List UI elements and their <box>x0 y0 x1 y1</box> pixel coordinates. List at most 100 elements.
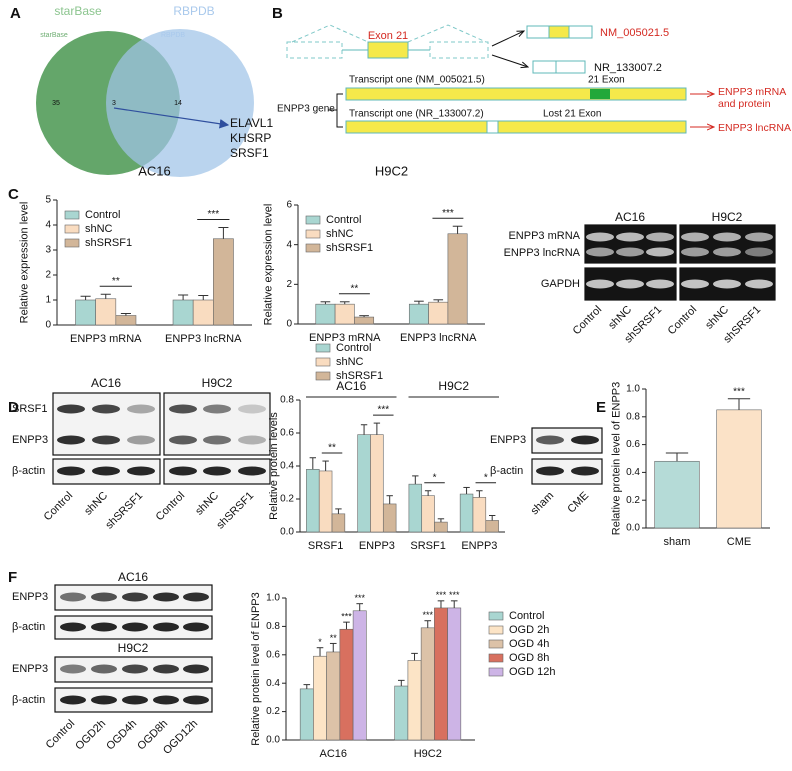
bar <box>408 483 423 533</box>
bar <box>394 685 409 741</box>
blot-band <box>60 622 86 632</box>
y-axis-label-box: Relative protein level of ENPP3 <box>250 592 262 746</box>
y-axis-label-box: Relative protein level of ENPP3 <box>610 381 622 536</box>
legend-label: Control <box>509 610 544 622</box>
y-tick-label: 0.0 <box>626 523 640 534</box>
y-tick-label: 0.0 <box>266 735 280 746</box>
bar <box>339 628 354 741</box>
significance: ** <box>112 276 120 287</box>
blot-band <box>203 466 231 476</box>
blot-band <box>646 247 674 257</box>
blot-band <box>713 279 741 289</box>
bar <box>331 513 346 533</box>
gel-row-label: ENPP3 lncRNA <box>504 247 581 259</box>
x-tick-label: H9C2 <box>414 748 442 760</box>
bar <box>306 468 320 533</box>
legend-label: shNC <box>85 223 113 235</box>
y-tick-label: 6 <box>286 200 292 211</box>
significance: *** <box>449 590 460 600</box>
significance: *** <box>377 405 389 416</box>
legend-label: shNC <box>326 228 354 240</box>
exon-21 <box>367 41 409 59</box>
exon-box <box>286 41 343 59</box>
blot-group: AC16 <box>91 376 121 390</box>
lane-label: shNC <box>606 304 634 332</box>
gel-group: AC16 <box>615 210 645 224</box>
lane-label: sham <box>529 490 557 518</box>
bar <box>318 470 333 533</box>
isoform-label: NR_133007.2 <box>594 62 662 74</box>
y-tick-label: 0.2 <box>280 494 294 505</box>
x-tick-label: AC16 <box>319 748 347 760</box>
venn-circle <box>106 29 254 177</box>
blot-band <box>183 695 209 705</box>
blot-band <box>57 466 85 476</box>
bar <box>370 434 384 533</box>
legend-label: Control <box>326 214 361 226</box>
blot-band <box>238 466 266 476</box>
blot-band <box>57 404 85 414</box>
legend-swatch <box>488 653 504 663</box>
x-tick-label: SRSF1 <box>410 540 445 552</box>
blot-band <box>238 435 266 445</box>
blot-group: H9C2 <box>202 376 233 390</box>
y-axis-label: Relative expression level <box>262 203 274 326</box>
blot-band <box>203 435 231 445</box>
lane-label: OGD2h <box>73 718 108 753</box>
blot-band <box>681 247 709 257</box>
bar <box>408 303 429 325</box>
product-box: ENPP3 mRNA and protein <box>718 86 786 110</box>
blot-row-label: SRSF1 <box>12 403 47 415</box>
significance: *** <box>733 386 745 397</box>
bar <box>472 497 487 533</box>
gene-bracket <box>336 93 343 128</box>
blot-band <box>92 466 120 476</box>
y-tick-label: 0.0 <box>280 527 294 538</box>
gel-row-label: GAPDH <box>541 278 580 290</box>
blot-frame <box>679 224 776 264</box>
lane-label: shNC <box>193 490 221 518</box>
blot-band <box>536 466 564 476</box>
y-tick-label: 0.4 <box>626 467 640 478</box>
x-tick-label: ENPP3 lncRNA <box>165 333 242 345</box>
blot-band <box>60 695 86 705</box>
x-tick-label: ENPP3 <box>359 540 395 552</box>
blot-frame <box>52 392 161 456</box>
legend-label: OGD 12h <box>509 666 555 678</box>
legend-label: OGD 2h <box>509 624 549 636</box>
blot-band <box>646 232 674 242</box>
arrow <box>113 107 230 129</box>
panel-label: B <box>272 5 283 22</box>
y-tick-label: 4 <box>45 220 51 231</box>
venn-count: 3 <box>112 100 116 107</box>
blot-band <box>60 592 86 602</box>
y-axis-label: Relative protein level of ENPP3 <box>250 592 262 746</box>
blot-band <box>92 435 120 445</box>
y-tick-label: 3 <box>45 245 51 256</box>
lane-label: Control <box>44 718 78 752</box>
legend-swatch <box>488 625 504 635</box>
y-tick-label: 0 <box>45 320 51 331</box>
product-label: ENPP3 mRNA and protein <box>718 86 786 110</box>
gene-name: SRSF1 <box>230 146 269 160</box>
lost-exon-gap <box>486 120 499 134</box>
legend-swatch <box>488 611 504 621</box>
significance: ** <box>330 633 338 643</box>
y-axis-label: Relative protein level of ENPP3 <box>610 381 622 536</box>
blot-row-label: ENPP3 <box>490 434 526 446</box>
blot-band <box>183 592 209 602</box>
gene-name: KHSRP <box>230 131 271 145</box>
y-axis-label: Relative expression level <box>18 201 30 324</box>
legend-label: shSRSF1 <box>85 237 132 249</box>
y-axis-label-box: Relative expression level <box>18 201 30 324</box>
bar <box>334 303 355 325</box>
significance: *** <box>442 208 454 219</box>
bar <box>434 521 448 533</box>
blot-row-label: β-actin <box>490 465 523 477</box>
blot-band <box>571 435 599 445</box>
y-tick-label: 0.4 <box>280 461 294 472</box>
venn-title: starBase <box>54 4 102 18</box>
blot-band <box>536 435 564 445</box>
y-tick-label: 0.8 <box>266 621 280 632</box>
x-tick-label: sham <box>664 536 691 548</box>
